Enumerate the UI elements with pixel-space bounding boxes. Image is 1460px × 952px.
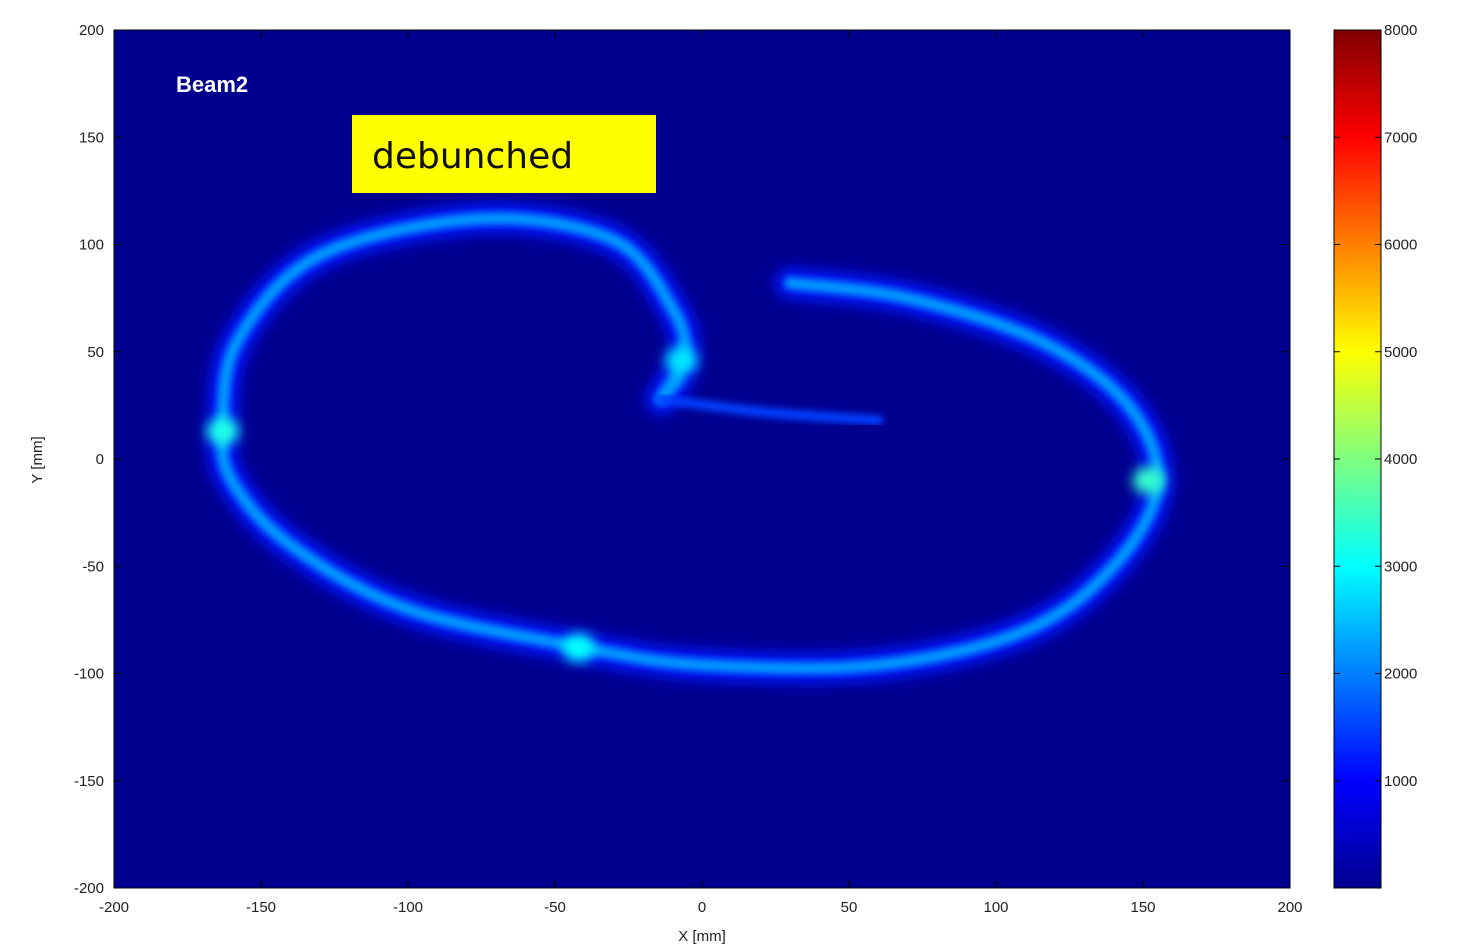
beam-hotspot xyxy=(665,346,698,375)
y-tick-label: -200 xyxy=(74,880,104,897)
y-tick-label: -100 xyxy=(74,666,104,683)
beam-hotspot xyxy=(206,417,239,446)
beam-core xyxy=(216,212,1164,675)
x-tick-label: -200 xyxy=(99,899,129,916)
beam-hotspot xyxy=(562,633,595,662)
colorbar-tick-label: 6000 xyxy=(1384,237,1417,254)
x-tick-label: 150 xyxy=(1130,899,1155,916)
y-tick-label: 200 xyxy=(79,22,104,39)
x-axis-label: X [mm] xyxy=(678,928,726,945)
x-tick-label: 100 xyxy=(983,899,1008,916)
x-tick-label: 0 xyxy=(698,899,706,916)
colorbar-tick-label: 1000 xyxy=(1384,773,1417,790)
x-tick-label: -150 xyxy=(246,899,276,916)
beam-hotspot xyxy=(1132,466,1165,495)
y-tick-label: 100 xyxy=(79,237,104,254)
colorbar-tick-label: 5000 xyxy=(1384,344,1417,361)
x-tick-label: -50 xyxy=(544,899,566,916)
annotation-text: debunched xyxy=(372,136,573,177)
y-tick-label: 150 xyxy=(79,129,104,146)
colorbar-tick-label: 8000 xyxy=(1384,22,1417,39)
plot-title: Beam2 xyxy=(176,72,248,97)
y-axis-label: Y [mm] xyxy=(29,436,46,483)
y-axis: 200 150 100 50 0 -50 -100 -150 -200 xyxy=(74,22,1290,897)
beam-tail xyxy=(655,393,884,426)
beam-density-trace xyxy=(206,203,1173,684)
colorbar xyxy=(1333,29,1382,889)
y-tick-label: -50 xyxy=(82,558,104,575)
x-tick-label: -100 xyxy=(393,899,423,916)
x-tick-label: 50 xyxy=(841,899,858,916)
colorbar-tick-label: 3000 xyxy=(1384,558,1417,575)
x-tick-label: 200 xyxy=(1277,899,1302,916)
x-axis: -200 -150 -100 -50 0 50 100 150 200 xyxy=(99,30,1303,916)
colorbar-ticks: 8000 7000 6000 5000 4000 3000 2000 1000 xyxy=(1334,22,1417,790)
annotation-box xyxy=(352,115,656,193)
colorbar-tick-label: 7000 xyxy=(1384,129,1417,146)
y-tick-label: -150 xyxy=(74,773,104,790)
y-tick-label: 50 xyxy=(87,344,104,361)
plot-area xyxy=(114,30,1290,888)
y-tick-label: 0 xyxy=(96,451,104,468)
colorbar-tick-label: 4000 xyxy=(1384,451,1417,468)
colorbar-tick-label: 2000 xyxy=(1384,666,1417,683)
